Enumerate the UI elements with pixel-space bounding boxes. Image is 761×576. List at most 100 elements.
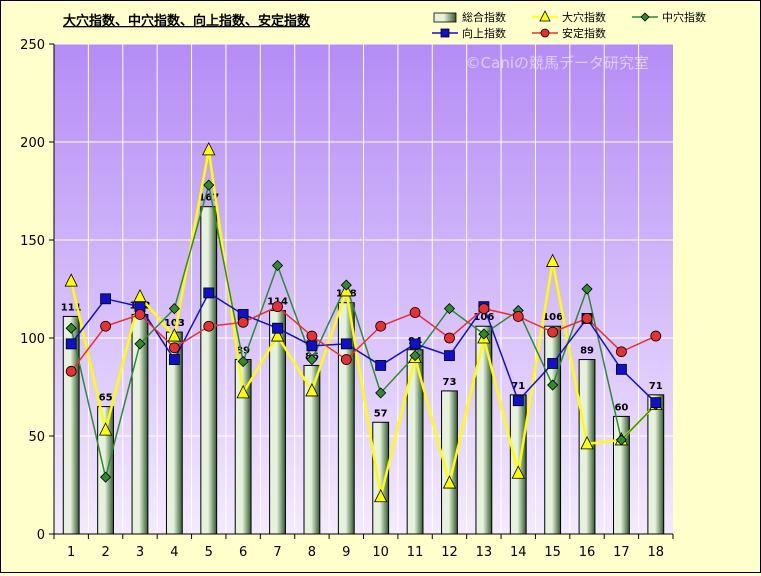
line-marker-circle [134,309,146,320]
bar [372,421,390,535]
line-marker-diamond [640,12,650,22]
line-marker-square [272,322,283,334]
x-axis-ticks: 1 2 3 4 5 6 7 8 9 10 11 12 13 14 15 16 17 18 [53,534,674,560]
legend-label: 向上指数 [462,26,506,40]
line-marker-circle [203,320,215,332]
x-tick-label: 13 [476,545,493,560]
line-marker-circle [581,312,593,324]
line-marker-circle [547,326,559,338]
bar [97,406,114,535]
bar-value-label: 106 [473,312,494,323]
line-marker-circle [272,301,283,313]
line-marker-square [375,360,387,371]
line-marker-triangle [545,253,560,267]
x-tick-label: 10 [372,545,389,560]
x-tick-label: 5 [205,545,213,560]
legend-label: 大穴指数 [562,10,606,24]
legend-item: 安定指数 [532,26,606,40]
line-series-circle [70,305,657,372]
y-tick-label: 100 [20,332,45,347]
line-marker-circle [168,342,180,354]
line-marker-diamond [443,303,456,315]
line-marker-circle [100,320,111,332]
line-marker-circle [478,303,490,315]
line-marker-diamond [581,283,593,295]
x-tick-label: 4 [170,545,178,560]
bar-value-label: 73 [443,377,457,388]
line-marker-diamond [375,387,387,399]
x-tick-label: 9 [342,545,350,560]
x-tick-label: 7 [273,545,281,560]
line-marker-triangle [580,435,594,450]
y-tick-label: 200 [20,136,45,151]
line-marker-circle [616,346,627,358]
line-marker-square [65,338,77,350]
x-tick-label: 8 [308,545,316,560]
line-marker-triangle [270,328,285,342]
line-marker-circle [444,332,455,344]
watermark: ©Caniの競馬データ研究室 [466,54,649,72]
x-tick-label: 18 [648,545,665,560]
line-marker-diamond [203,179,215,191]
bar-value-label: 71 [649,381,663,392]
line-marker-square [650,397,662,409]
bar [303,364,321,535]
line-series-triangle [69,148,657,499]
line-marker-square [444,350,455,362]
legend-label: 中穴指数 [662,10,706,24]
line-marker-diamond [168,303,180,315]
x-tick-label: 3 [136,545,144,560]
y-tick-label: 150 [20,234,45,249]
legend-item: 総合指数 [433,10,506,24]
line-marker-square [306,340,318,352]
x-tick-label: 6 [239,545,247,560]
line-marker-diamond [615,434,627,446]
line-marker-circle [650,330,662,342]
chart-title: 大穴指数、中穴指数、向上指数、安定指数 [63,13,311,29]
line-marker-square [547,358,559,369]
line-marker-diamond [306,353,318,366]
line-marker-triangle [98,422,113,436]
bar [200,206,218,535]
y-tick-label: 50 [28,430,45,445]
line-marker-diamond [547,379,559,391]
line-marker-triangle [539,10,551,22]
legend-label: 総合指数 [462,10,506,24]
bar-value-label: 65 [99,393,113,404]
line-marker-triangle [202,141,216,156]
x-tick-label: 17 [613,545,630,560]
y-tick-label: 0 [37,528,45,543]
line-marker-circle [540,28,550,38]
bar [613,415,630,535]
bar [509,394,527,535]
line-marker-square [512,395,524,407]
bar-value-label: 60 [614,402,628,413]
bar-value-label: 57 [374,408,388,419]
line-marker-square [100,293,111,305]
bar [441,390,458,535]
bar-value-label: 103 [164,318,185,329]
bar [337,302,355,535]
x-tick-label: 14 [510,545,527,560]
x-tick-label: 12 [441,545,458,560]
line-marker-triangle [442,475,457,489]
legend-item: 向上指数 [432,26,506,40]
bar-value-label: 89 [236,346,250,357]
line-marker-triangle [167,328,182,342]
bar-value-label: 89 [580,346,594,357]
line-marker-diamond [271,259,284,272]
line-marker-triangle [236,384,250,399]
line-marker-circle [375,320,387,332]
line-marker-triangle [64,273,78,287]
line-marker-square [340,338,352,350]
line-marker-diamond [409,350,421,362]
line-marker-square [616,363,627,375]
x-tick-label: 16 [579,545,596,560]
line-marker-triangle [374,488,388,503]
line-marker-circle [512,311,524,322]
line-series-diamond [70,184,657,478]
x-tick-label: 1 [67,545,75,560]
